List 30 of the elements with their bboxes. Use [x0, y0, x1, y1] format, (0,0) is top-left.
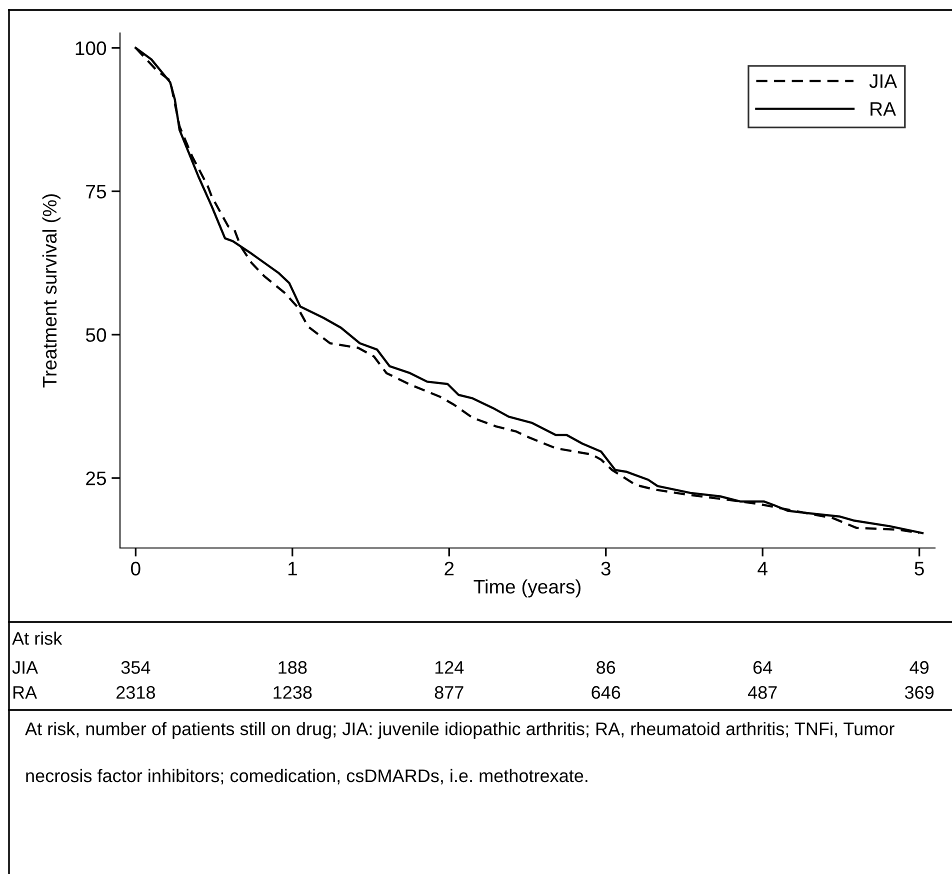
- text: 2318: [116, 686, 155, 699]
- text: 124: [435, 661, 464, 674]
- text: 646: [592, 686, 620, 699]
- y-tick-label: 75: [86, 184, 106, 199]
- text: 49: [910, 661, 929, 674]
- text: 354: [121, 661, 150, 674]
- text: 64: [753, 661, 772, 674]
- text: At risk, number of patients still on drug; JIA: juvenile idiopathic arthritis; RA, rheumatoid arthritis; TNFi, Tumor necrosis factor inhibitors; comedication, csDMARDs, i.e. methotrexate.: [25, 722, 894, 784]
- y-tick-label: 25: [86, 472, 106, 486]
- text: JIA: [12, 661, 38, 674]
- text: 188: [278, 661, 307, 674]
- x-tick-label: 5: [914, 562, 924, 576]
- x-tick-label: 1: [288, 562, 297, 576]
- x-tick-label: 3: [601, 562, 610, 576]
- legend-label: JIA: [869, 74, 898, 88]
- text: 369: [904, 686, 934, 699]
- text: 487: [748, 686, 777, 699]
- y-tick-label: 50: [86, 328, 106, 342]
- legend-label: RA: [870, 102, 896, 116]
- x-tick-label: 4: [758, 562, 768, 576]
- text: 1238: [274, 686, 312, 699]
- text: 86: [596, 661, 616, 674]
- y-tick-label: 100: [76, 41, 106, 56]
- text: At risk: [12, 632, 62, 645]
- text: 877: [434, 686, 464, 699]
- x-axis-title: Time (years): [474, 579, 580, 598]
- text: RA: [13, 686, 38, 699]
- x-tick-label: 2: [444, 562, 454, 576]
- x-tick-label: 0: [131, 562, 140, 576]
- y-axis-title: Treatment survival (%): [42, 194, 60, 388]
